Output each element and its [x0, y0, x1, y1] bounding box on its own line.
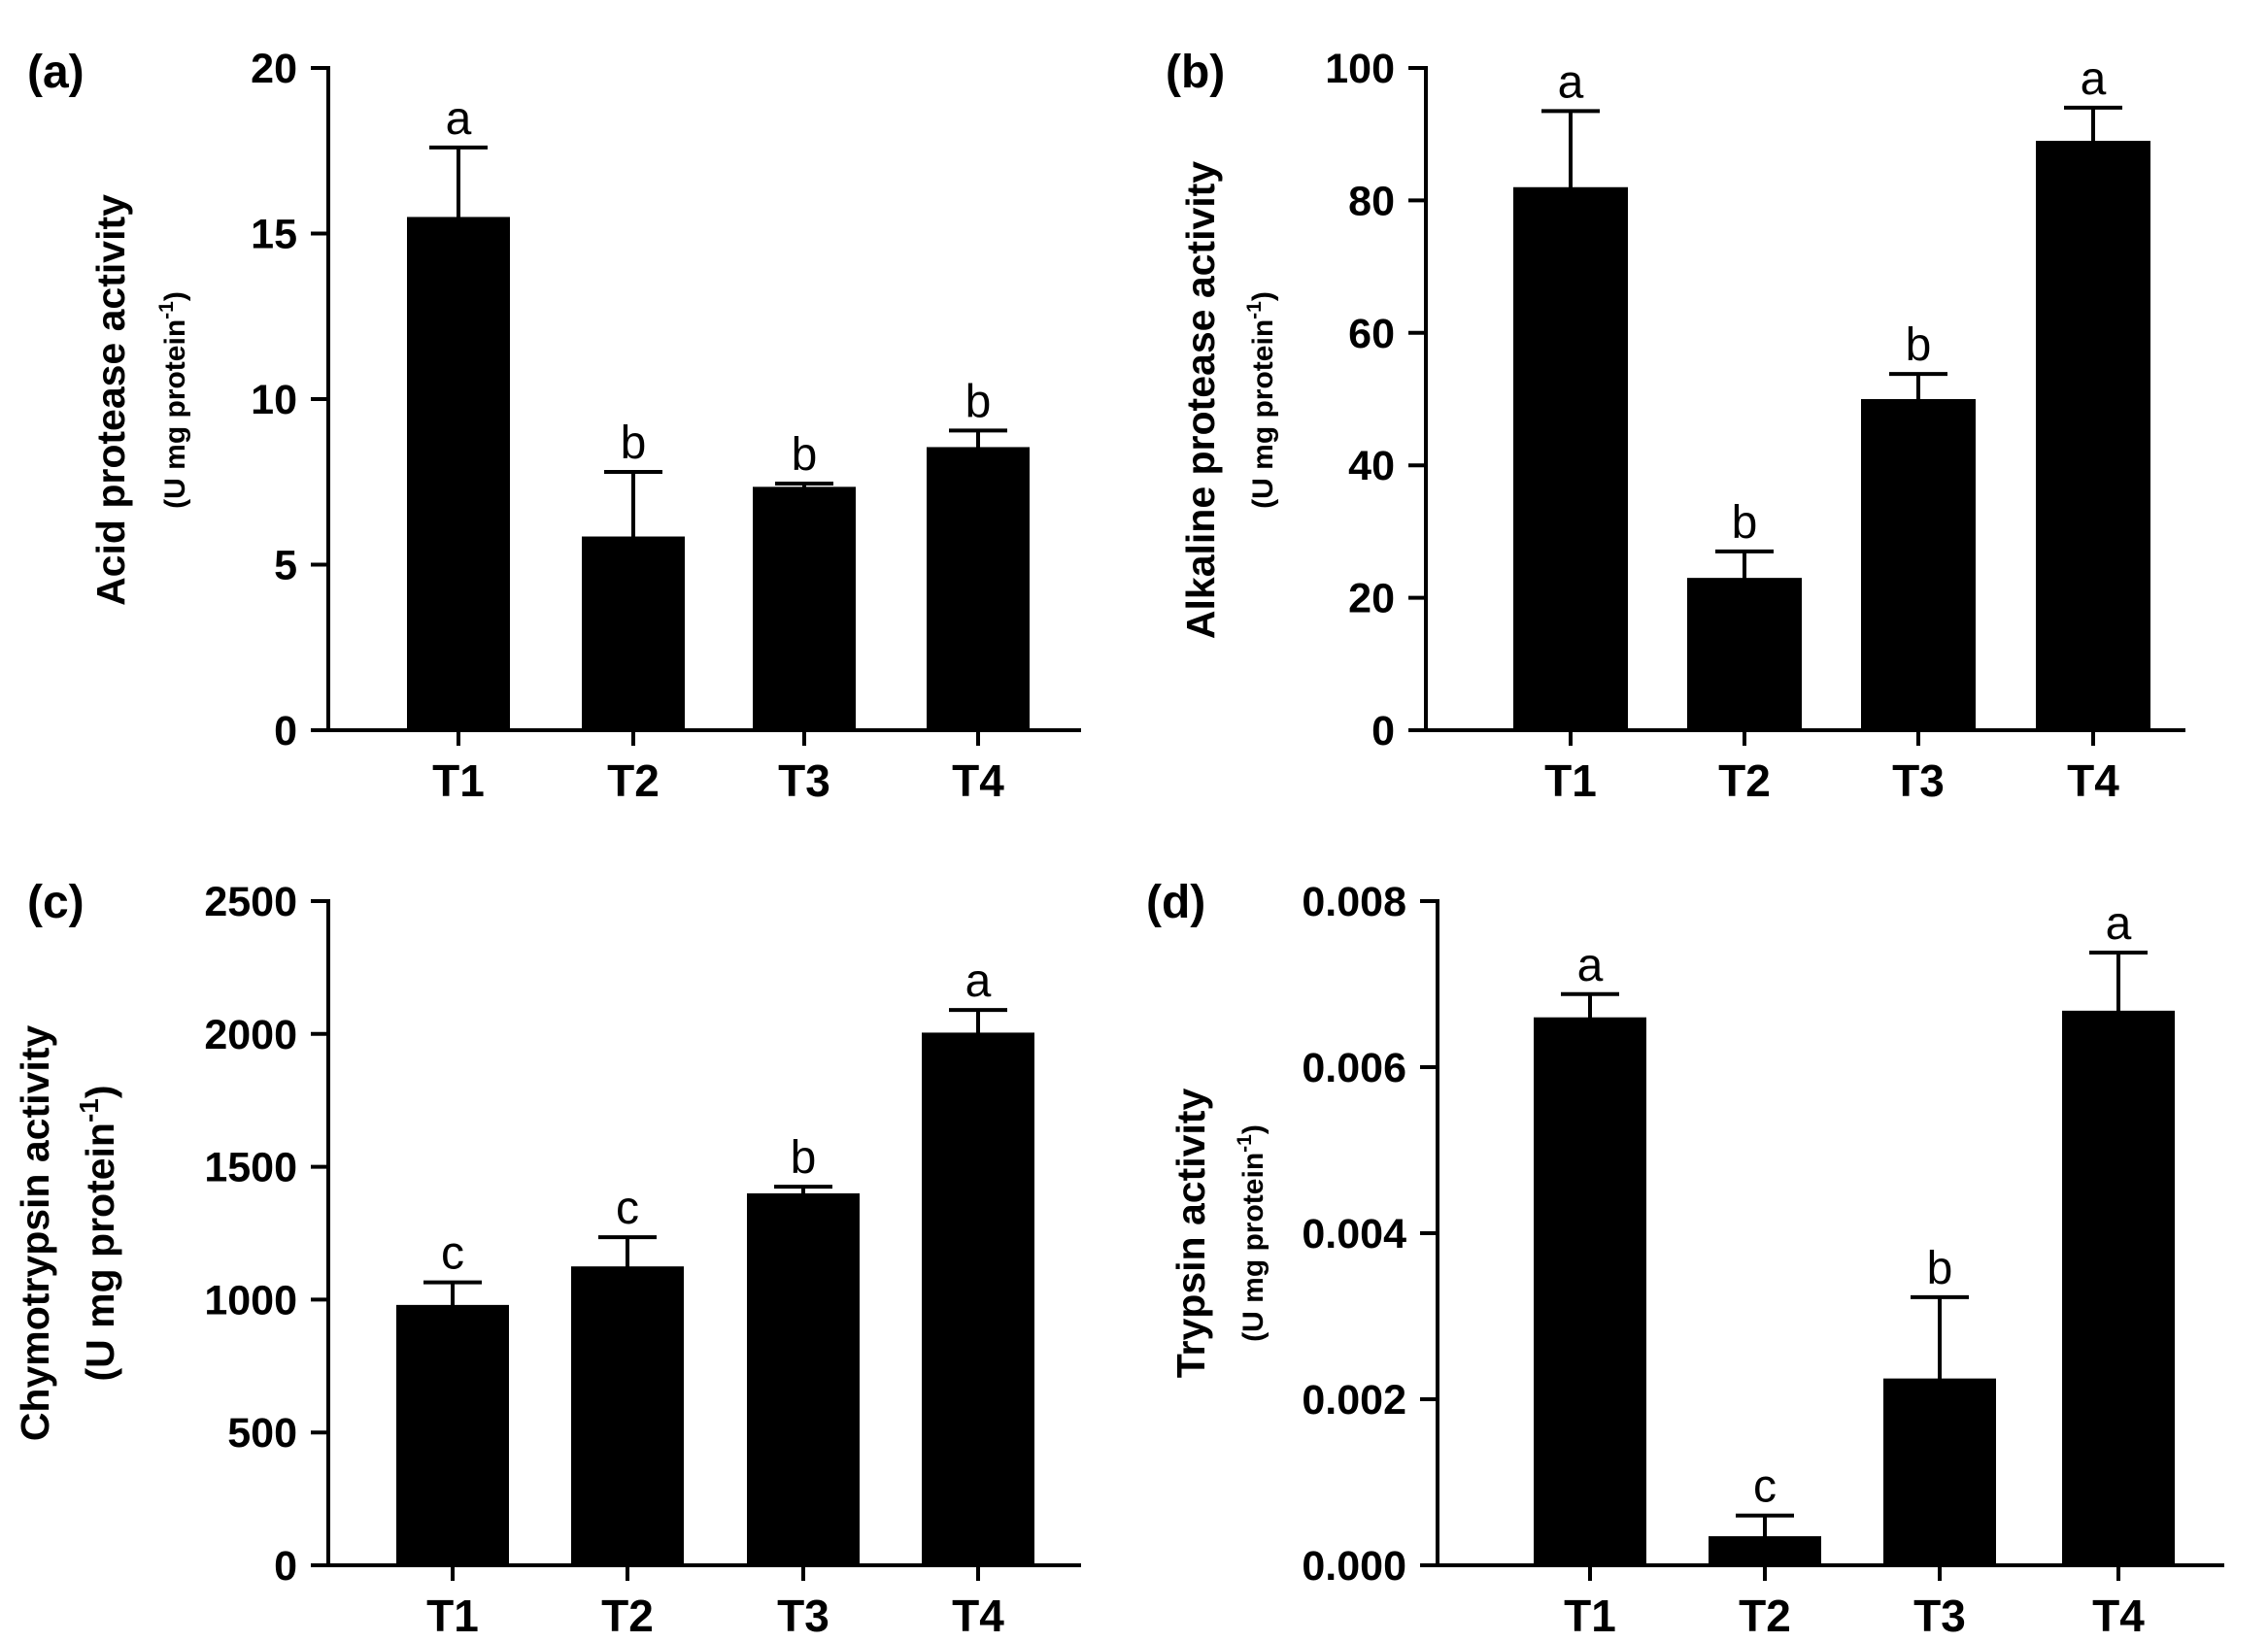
x-tick-label-t1: T1 [1564, 1591, 1616, 1641]
bar-t1 [407, 217, 510, 730]
y-tick-label: 1000 [204, 1277, 297, 1324]
x-tick-label-t3: T3 [777, 1591, 829, 1641]
significance-label-t3: b [791, 1132, 817, 1184]
significance-label-t2: b [621, 418, 647, 469]
x-tick-label-t4: T4 [2067, 755, 2119, 806]
x-tick-label-t1: T1 [432, 755, 485, 806]
x-tick-label-t3: T3 [1913, 1591, 1966, 1641]
significance-label-t4: a [965, 955, 992, 1007]
bar-t1 [396, 1304, 509, 1565]
x-tick-label-t1: T1 [426, 1591, 479, 1641]
panel-c: (c) 0 500 1000 1500 2000 2500 T1 c T2 c T3 b T4 a Chymo… [13, 877, 1081, 1641]
panel-letter-a: (a) [27, 47, 85, 98]
bar-t4 [2036, 141, 2150, 730]
bar-t4 [927, 447, 1030, 730]
y-axis-label: Trypsin activity [1168, 1089, 1213, 1379]
y-tick-label: 0 [1371, 708, 1395, 754]
bar-t2 [1687, 578, 1802, 730]
significance-label-t2: c [1753, 1461, 1777, 1513]
y-tick-label: 0 [274, 708, 297, 754]
y-tick-label: 0.006 [1302, 1045, 1406, 1091]
significance-label-t4: a [2081, 53, 2107, 105]
y-tick-label: 20 [251, 46, 297, 92]
y-tick-label: 0.000 [1302, 1543, 1406, 1590]
y-axis-label: Chymotrypsin activity [13, 1025, 57, 1442]
significance-label-t3: b [792, 429, 818, 481]
significance-label-t3: b [1906, 319, 1932, 371]
significance-label-t2: b [1732, 497, 1758, 549]
x-tick-label-t2: T2 [1739, 1591, 1791, 1641]
bar-t1 [1513, 186, 1628, 730]
y-tick-label: 0.004 [1302, 1211, 1406, 1257]
panel-letter-c: (c) [27, 877, 85, 928]
bar-t3 [753, 486, 856, 730]
significance-label-t1: a [446, 93, 472, 145]
significance-label-t2: c [616, 1183, 639, 1234]
y-axis-unit-label: (U mg protein-1) [1243, 291, 1279, 509]
panel-letter-b: (b) [1166, 47, 1225, 98]
significance-label-t1: c [441, 1228, 464, 1280]
significance-label-t3: b [1927, 1243, 1953, 1294]
panel-a: (a) 0 5 10 15 20 T1 a T2 b T3 b T4 b Acid protease act… [27, 46, 1081, 806]
bar-t3 [1861, 399, 1976, 730]
bar-t3 [747, 1192, 860, 1565]
panel-d: (d) 0.000 0.002 0.004 0.006 0.008 T1 a T2 c T3 b T4 a… [1146, 877, 2224, 1641]
y-tick-label: 0.008 [1302, 879, 1406, 925]
y-tick-label: 60 [1348, 311, 1395, 357]
significance-label-t4: a [2106, 898, 2132, 950]
y-axis-unit-label: (U mg protein-1) [1234, 1124, 1269, 1342]
y-tick-label: 0.002 [1302, 1377, 1406, 1424]
y-tick-label: 40 [1348, 443, 1395, 489]
y-tick-label: 0 [274, 1543, 297, 1590]
x-tick-label-t3: T3 [1892, 755, 1945, 806]
bar-t2 [571, 1266, 684, 1565]
y-axis-label: Acid protease activity [88, 194, 133, 606]
y-axis-label: Alkaline protease activity [1178, 161, 1223, 639]
bar-t2 [1709, 1536, 1821, 1565]
significance-label-t1: a [1577, 940, 1604, 991]
x-tick-label-t2: T2 [601, 1591, 654, 1641]
x-tick-label-t3: T3 [778, 755, 830, 806]
bar-t1 [1534, 1017, 1646, 1565]
y-tick-label: 2500 [204, 879, 297, 925]
x-tick-label-t4: T4 [952, 1591, 1004, 1641]
y-tick-label: 100 [1325, 46, 1395, 92]
panel-b: (b) 0 20 40 60 80 100 T1 a T2 b T3 b T4 a Alkaline prot… [1166, 46, 2185, 806]
panel-letter-d: (d) [1146, 877, 1205, 928]
y-tick-label: 500 [227, 1410, 297, 1457]
bar-t2 [582, 536, 685, 730]
y-tick-label: 15 [251, 212, 297, 258]
significance-label-t4: b [965, 376, 992, 427]
bar-t4 [922, 1032, 1034, 1565]
y-tick-label: 80 [1348, 178, 1395, 224]
x-tick-label-t4: T4 [952, 755, 1004, 806]
y-axis-unit-label: (U mg protein-1) [155, 291, 191, 509]
x-tick-label-t1: T1 [1544, 755, 1597, 806]
bar-t3 [1883, 1378, 1996, 1565]
x-tick-label-t2: T2 [1718, 755, 1771, 806]
y-tick-label: 1500 [204, 1145, 297, 1191]
x-tick-label-t2: T2 [607, 755, 660, 806]
significance-label-t1: a [1558, 56, 1584, 108]
y-tick-label: 20 [1348, 576, 1395, 622]
x-tick-label-t4: T4 [2092, 1591, 2145, 1641]
y-tick-label: 5 [274, 543, 297, 589]
bar-t4 [2062, 1010, 2175, 1565]
y-tick-label: 10 [251, 377, 297, 423]
y-tick-label: 2000 [204, 1012, 297, 1058]
y-axis-unit-label: (U mg protein-1) [74, 1085, 122, 1381]
